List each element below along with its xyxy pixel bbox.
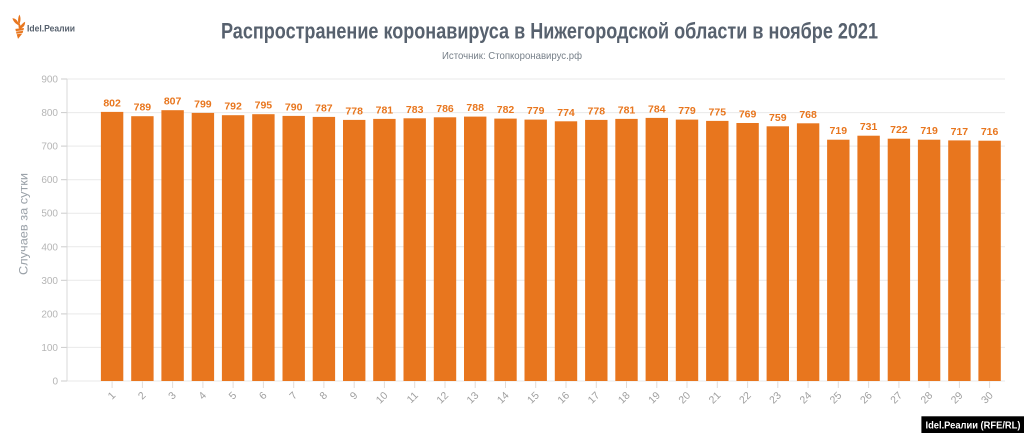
svg-text:7: 7 — [287, 390, 300, 403]
svg-text:799: 799 — [194, 98, 212, 110]
svg-text:787: 787 — [315, 102, 333, 114]
svg-text:400: 400 — [41, 242, 58, 253]
svg-text:700: 700 — [41, 142, 58, 153]
svg-text:781: 781 — [376, 104, 394, 116]
svg-text:784: 784 — [648, 103, 666, 115]
svg-text:Idel.Реалии: Idel.Реалии — [27, 24, 75, 34]
svg-text:28: 28 — [918, 390, 935, 407]
svg-text:600: 600 — [41, 175, 58, 186]
svg-text:14: 14 — [495, 390, 512, 407]
svg-text:795: 795 — [255, 100, 273, 112]
svg-text:30: 30 — [979, 390, 996, 407]
svg-text:759: 759 — [769, 112, 787, 124]
svg-text:775: 775 — [709, 106, 727, 118]
svg-text:9: 9 — [348, 390, 361, 403]
svg-text:783: 783 — [406, 104, 424, 116]
svg-text:781: 781 — [618, 104, 636, 116]
svg-text:717: 717 — [951, 126, 969, 138]
svg-text:21: 21 — [707, 390, 724, 407]
svg-text:719: 719 — [920, 125, 938, 137]
svg-text:300: 300 — [41, 276, 58, 287]
svg-text:778: 778 — [345, 105, 363, 117]
svg-text:792: 792 — [224, 101, 242, 113]
svg-text:26: 26 — [858, 390, 875, 407]
svg-text:722: 722 — [890, 124, 908, 136]
svg-text:13: 13 — [465, 390, 482, 407]
svg-text:2: 2 — [136, 390, 149, 403]
svg-text:3: 3 — [166, 390, 179, 403]
svg-text:807: 807 — [164, 96, 182, 108]
svg-text:774: 774 — [557, 107, 575, 119]
svg-text:8: 8 — [317, 390, 330, 403]
svg-text:802: 802 — [103, 97, 121, 109]
svg-text:789: 789 — [134, 102, 152, 114]
svg-text:800: 800 — [41, 108, 58, 119]
svg-text:10: 10 — [374, 390, 391, 407]
svg-text:16: 16 — [555, 390, 572, 407]
svg-text:716: 716 — [981, 126, 999, 138]
svg-text:29: 29 — [949, 390, 966, 407]
svg-text:0: 0 — [52, 377, 58, 388]
svg-text:18: 18 — [616, 390, 633, 407]
svg-text:200: 200 — [41, 309, 58, 320]
svg-text:Случаев за сутки: Случаев за сутки — [16, 173, 30, 275]
svg-text:11: 11 — [405, 390, 421, 406]
svg-text:769: 769 — [739, 109, 757, 121]
svg-text:731: 731 — [860, 121, 878, 133]
svg-text:4: 4 — [196, 390, 209, 403]
svg-text:25: 25 — [828, 390, 845, 407]
svg-text:17: 17 — [586, 390, 603, 407]
svg-text:790: 790 — [285, 101, 303, 113]
svg-text:1: 1 — [106, 390, 119, 403]
svg-text:788: 788 — [466, 102, 484, 114]
svg-text:900: 900 — [41, 75, 58, 86]
svg-text:22: 22 — [737, 390, 754, 407]
svg-text:6: 6 — [257, 390, 270, 403]
svg-text:782: 782 — [497, 104, 515, 116]
svg-text:12: 12 — [434, 390, 451, 407]
svg-text:100: 100 — [41, 343, 58, 354]
svg-text:768: 768 — [799, 109, 817, 121]
svg-text:500: 500 — [41, 209, 58, 220]
svg-text:719: 719 — [830, 125, 848, 137]
svg-text:24: 24 — [797, 390, 814, 407]
svg-text:15: 15 — [525, 390, 542, 407]
svg-text:23: 23 — [767, 390, 784, 407]
svg-text:779: 779 — [527, 105, 545, 117]
svg-text:786: 786 — [436, 103, 454, 115]
svg-text:778: 778 — [588, 105, 606, 117]
svg-text:Распространение коронавируса в: Распространение коронавируса в Нижегород… — [221, 19, 878, 44]
svg-text:779: 779 — [678, 105, 696, 117]
svg-text:Idel.Реалии (RFE/RL): Idel.Реалии (RFE/RL) — [926, 419, 1021, 431]
svg-text:19: 19 — [646, 390, 663, 407]
svg-text:Источник: Стопкоронавирус.рф: Источник: Стопкоронавирус.рф — [442, 50, 582, 62]
svg-text:27: 27 — [888, 390, 905, 407]
svg-text:5: 5 — [227, 390, 240, 403]
svg-text:20: 20 — [676, 390, 693, 407]
